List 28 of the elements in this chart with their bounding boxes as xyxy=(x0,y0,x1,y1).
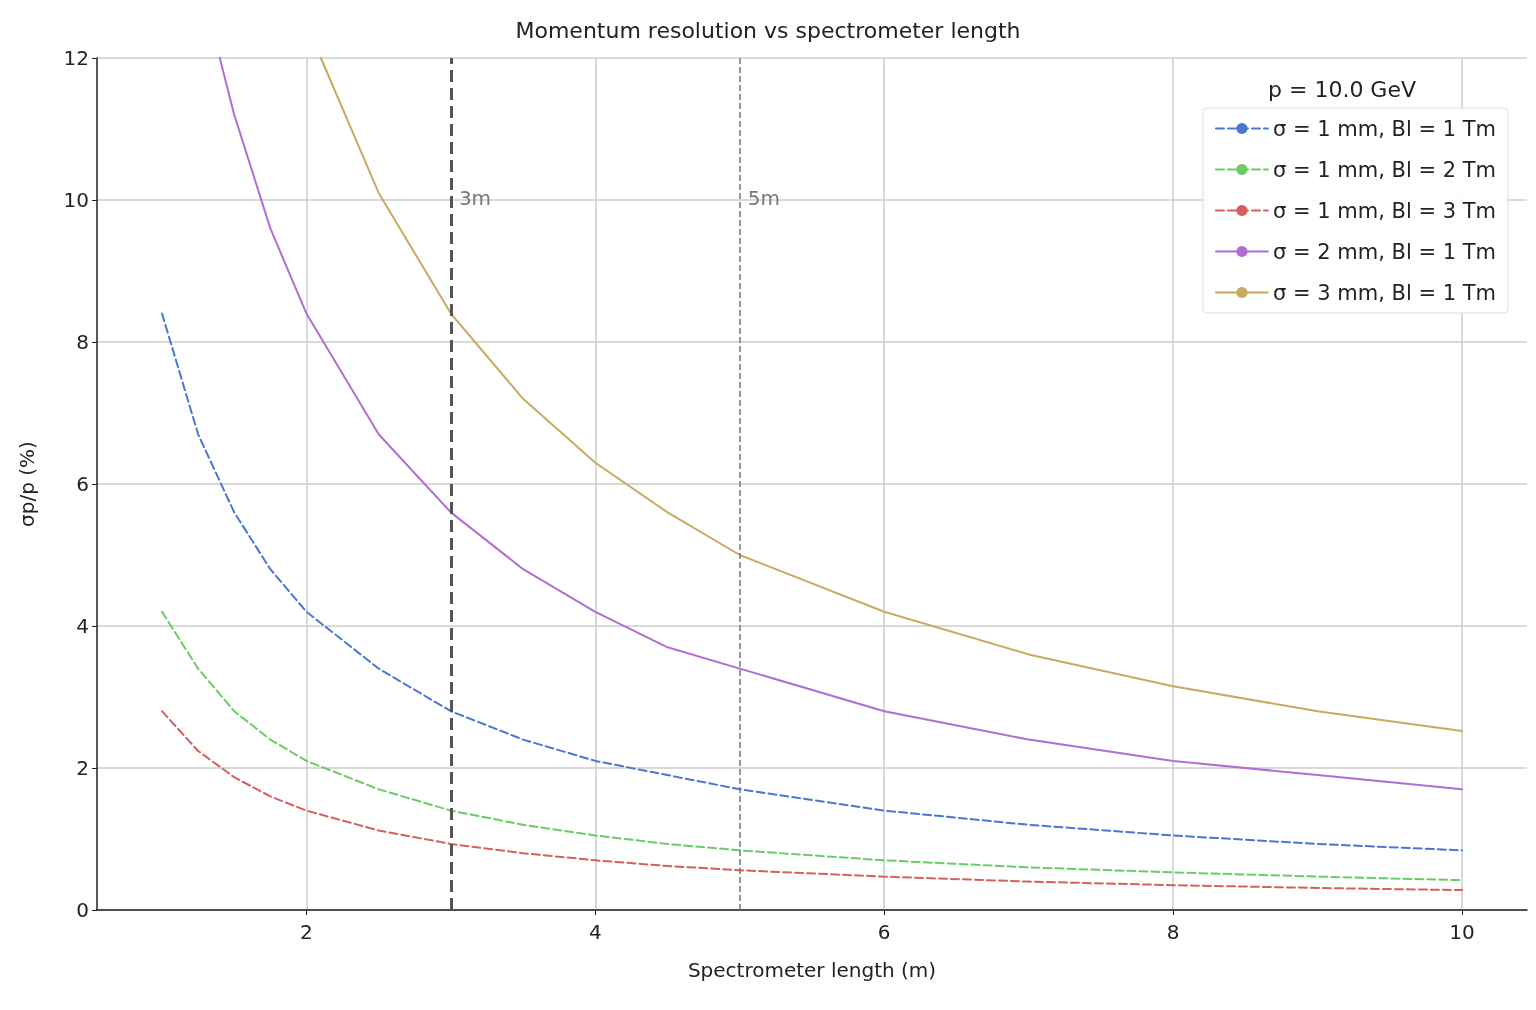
x-tick-label: 8 xyxy=(1166,920,1180,944)
legend-label: σ = 1 mm, Bl = 2 Tm xyxy=(1272,157,1497,182)
y-tick-label: 8 xyxy=(76,330,89,354)
y-tick-label: 12 xyxy=(63,46,89,70)
line-series xyxy=(319,57,1463,733)
line-series xyxy=(218,57,1463,791)
x-tick-label: 4 xyxy=(588,920,602,944)
x-tick-label: 10 xyxy=(1449,920,1475,944)
y-tick-label: 6 xyxy=(76,472,89,496)
legend-label: σ = 3 mm, Bl = 1 Tm xyxy=(1272,280,1497,305)
legend-label: σ = 2 mm, Bl = 1 Tm xyxy=(1272,239,1497,264)
y-axis-title: σp/p (%) xyxy=(15,441,39,527)
legend-label: σ = 1 mm, Bl = 3 Tm xyxy=(1272,198,1497,223)
legend-title: p = 10.0 GeV xyxy=(1268,76,1416,102)
ref-line-label: 5m xyxy=(747,186,780,210)
line-series xyxy=(161,312,1463,852)
x-tick-label: 6 xyxy=(877,920,891,944)
line-series xyxy=(161,610,1463,882)
x-tick-label: 2 xyxy=(300,920,313,944)
legend-label: σ = 1 mm, Bl = 1 Tm xyxy=(1272,116,1497,141)
ref-line-label: 3m xyxy=(458,186,492,210)
y-tick-label: 0 xyxy=(76,898,89,922)
line-series xyxy=(161,710,1463,892)
chart-title: Momentum resolution vs spectrometer length xyxy=(515,17,1021,43)
y-tick-label: 4 xyxy=(76,614,89,638)
x-axis-title: Spectrometer length (m) xyxy=(687,958,937,982)
y-tick-label: 10 xyxy=(63,188,89,212)
y-tick-label: 2 xyxy=(76,756,89,780)
